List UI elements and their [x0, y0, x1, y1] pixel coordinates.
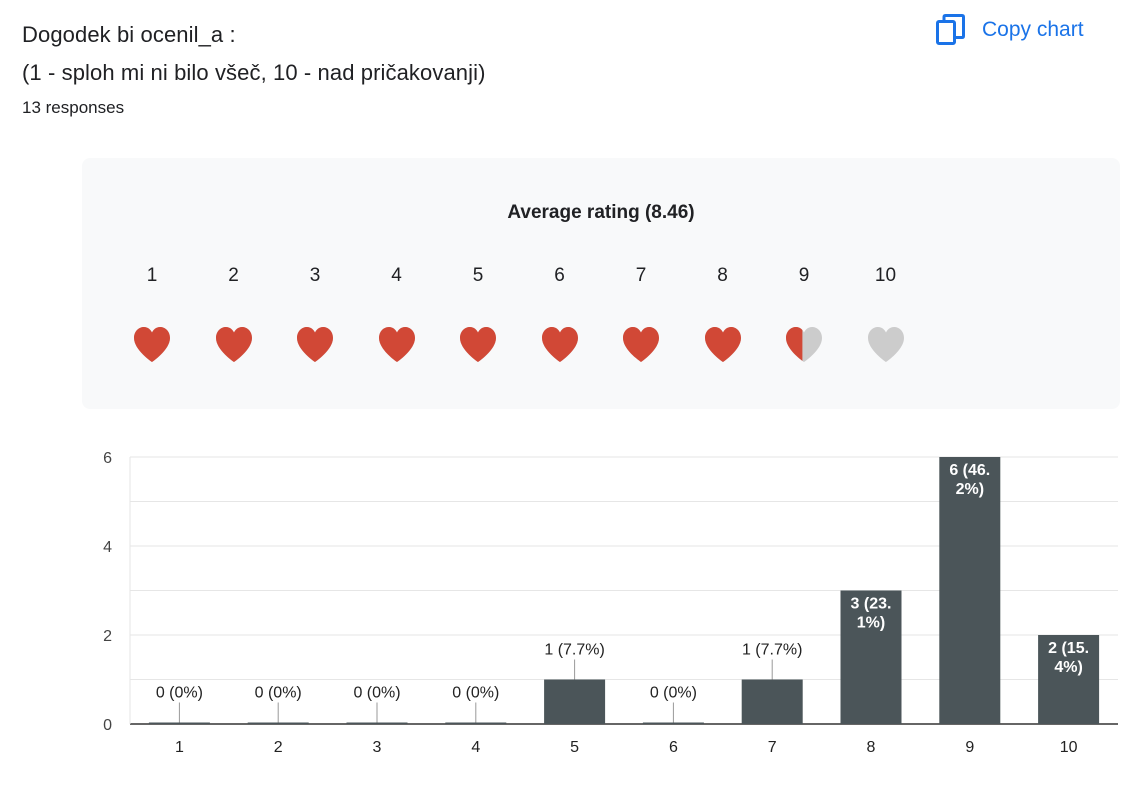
rating-item-1: 1: [122, 264, 182, 364]
y-tick-label: 4: [103, 539, 112, 556]
x-tick-label: 2: [274, 739, 283, 756]
x-tick-label: 4: [471, 739, 480, 756]
data-label: 2 (15. 4%): [1048, 640, 1089, 676]
data-label: 0 (0%): [255, 685, 302, 702]
data-label: 3 (23. 1%): [851, 596, 892, 632]
question-title-line-1: Dogodek bi ocenil_a :: [22, 22, 236, 47]
bar-1[interactable]: [148, 722, 210, 725]
bar-7[interactable]: [741, 679, 803, 725]
bar-3[interactable]: [346, 722, 408, 725]
bar-6[interactable]: [642, 722, 704, 725]
rating-scale-label: 8: [717, 265, 728, 286]
rating-scale-label: 7: [635, 265, 647, 286]
rating-scale-label: 3: [309, 265, 321, 286]
data-label: 0 (0%): [650, 685, 697, 702]
rating-item-6: 6: [530, 264, 590, 364]
rating-item-4: 4: [367, 264, 427, 364]
data-label: 0 (0%): [353, 685, 400, 702]
average-rating-card: Average rating (8.46) 1 2 3 4 5 6 7 8 9 10: [82, 158, 1120, 409]
heart-icon: [541, 327, 578, 362]
rating-item-7: 7: [611, 264, 671, 364]
rating-scale-label: 9: [798, 265, 810, 286]
x-tick-label: 9: [965, 739, 974, 756]
heart-icon: [215, 327, 252, 362]
heart-icon: [460, 327, 496, 362]
data-label: 1 (7.7%): [544, 642, 604, 659]
rating-scale-label: 1: [146, 265, 158, 286]
rating-scale-label: 6: [554, 265, 565, 286]
bar-chart-svg: 0 2 4 6 1 0 (0%) 2 0 (0%) 3 0 (0%) 4 0 (0%) 5 1 (7.7%…: [103, 450, 1118, 756]
y-tick-label: 0: [103, 717, 112, 734]
heart-icon: [786, 327, 822, 362]
rating-scale-label: 4: [391, 265, 402, 286]
rating-scale-label: 2: [228, 265, 239, 286]
rating-bar-chart: 0 2 4 6 1 0 (0%) 2 0 (0%) 3 0 (0%) 4 0 (0%) 5 1 (7.7%…: [0, 430, 1134, 790]
y-tick-label: 2: [103, 628, 112, 645]
x-tick-label: 6: [669, 739, 678, 756]
rating-item-8: 8: [693, 264, 753, 364]
copy-icon: [936, 14, 965, 45]
data-label: 1 (7.7%): [742, 642, 802, 659]
rating-scale-label: 5: [472, 265, 484, 286]
x-tick-label: 1: [175, 739, 184, 756]
x-tick-label: 7: [768, 739, 777, 756]
x-tick-label: 5: [570, 739, 579, 756]
bar-5[interactable]: [544, 679, 606, 725]
bar-2[interactable]: [247, 722, 309, 725]
y-tick-label: 6: [103, 450, 112, 467]
heart-icon: [623, 327, 659, 362]
copy-chart-button[interactable]: Copy chart: [936, 12, 1084, 48]
heart-icon: [867, 327, 904, 362]
rating-item-3: 3: [285, 264, 345, 364]
question-title-line-2: (1 - sploh mi ni bilo všeč, 10 - nad pri…: [22, 60, 486, 85]
question-title: Dogodek bi ocenil_a : (1 - sploh mi ni b…: [22, 16, 486, 92]
rating-item-5: 5: [448, 264, 508, 364]
rating-scale-label: 10: [874, 265, 897, 286]
heart-icon: [378, 327, 415, 362]
bar-4[interactable]: [445, 722, 507, 725]
rating-item-10: 10: [856, 264, 916, 364]
x-tick-label: 8: [867, 739, 876, 756]
x-tick-label: 10: [1060, 739, 1078, 756]
bar-9[interactable]: [939, 457, 1001, 724]
bar-10[interactable]: [1038, 635, 1100, 724]
data-label: 0 (0%): [156, 685, 203, 702]
data-label: 0 (0%): [452, 685, 499, 702]
x-tick-label: 3: [373, 739, 382, 756]
data-label: 6 (46. 2%): [949, 462, 990, 498]
copy-chart-label: Copy chart: [982, 18, 1084, 41]
heart-icon: [134, 327, 170, 362]
bar-8[interactable]: [840, 590, 902, 725]
average-rating-title: Average rating (8.46): [507, 202, 695, 223]
heart-icon: [297, 327, 333, 362]
heart-icon: [704, 327, 741, 362]
rating-item-2: 2: [204, 264, 264, 364]
response-count: 13 responses: [22, 98, 125, 117]
rating-item-9: 9: [774, 264, 834, 364]
